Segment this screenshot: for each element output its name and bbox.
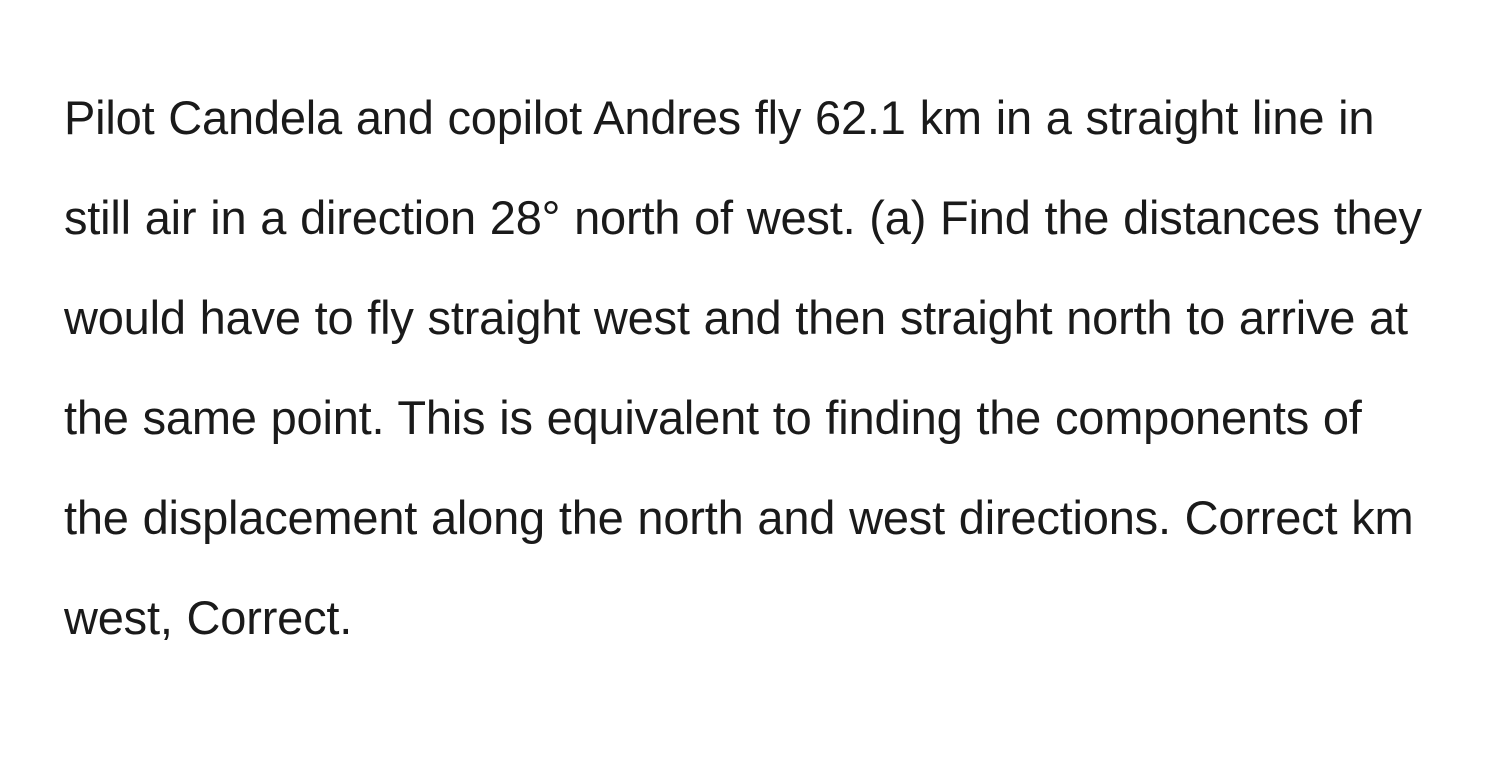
problem-text: Pilot Candela and copilot Andres fly 62.… — [64, 68, 1434, 668]
